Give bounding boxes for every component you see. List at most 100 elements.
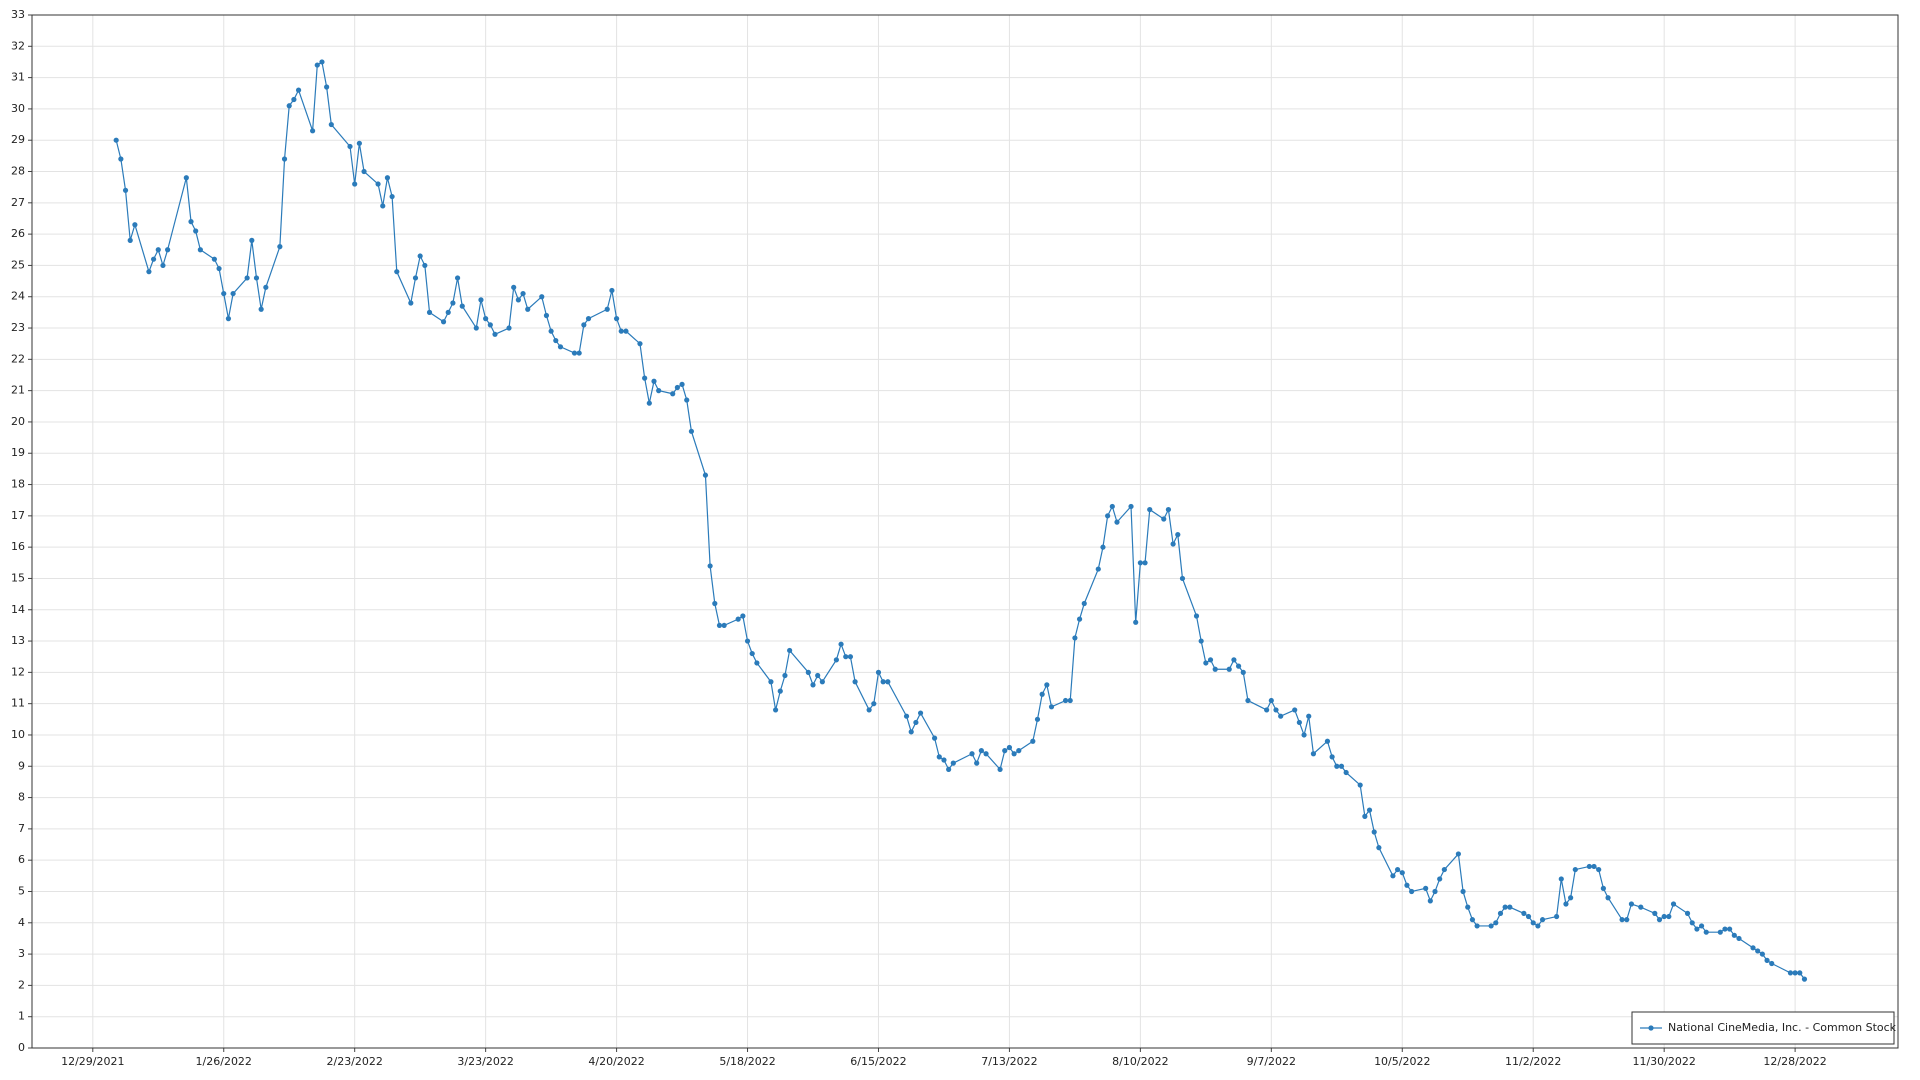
data-point bbox=[983, 751, 989, 757]
data-point bbox=[118, 156, 124, 162]
data-point bbox=[1698, 923, 1705, 929]
data-point bbox=[1399, 870, 1405, 876]
data-point bbox=[1493, 920, 1499, 926]
data-point bbox=[1147, 506, 1153, 513]
data-point bbox=[618, 328, 624, 334]
x-tick-label: 9/7/2022 bbox=[1247, 1055, 1296, 1068]
data-point bbox=[1694, 926, 1700, 932]
data-point bbox=[1507, 904, 1513, 910]
data-point bbox=[1212, 666, 1218, 672]
data-point bbox=[1076, 616, 1083, 622]
data-point bbox=[183, 175, 189, 181]
data-point bbox=[515, 297, 521, 303]
data-point bbox=[1343, 769, 1349, 776]
data-point bbox=[917, 710, 924, 716]
data-point bbox=[688, 428, 695, 434]
data-point bbox=[1264, 707, 1270, 713]
y-tick-label: 6 bbox=[18, 853, 25, 866]
data-point bbox=[1198, 638, 1204, 644]
y-tick-label: 20 bbox=[11, 415, 25, 428]
data-point bbox=[1455, 851, 1461, 857]
data-point bbox=[1437, 876, 1443, 882]
data-point bbox=[576, 350, 582, 356]
data-point bbox=[1764, 957, 1770, 963]
data-point bbox=[833, 657, 839, 663]
data-point bbox=[1394, 866, 1401, 873]
data-point bbox=[1044, 682, 1050, 688]
data-point bbox=[932, 735, 938, 741]
data-point bbox=[1142, 560, 1148, 566]
data-point bbox=[1432, 888, 1438, 895]
data-point bbox=[1656, 917, 1663, 923]
data-point bbox=[408, 300, 414, 306]
data-point bbox=[744, 638, 751, 644]
data-point bbox=[1750, 945, 1756, 951]
data-point bbox=[459, 303, 465, 309]
data-point bbox=[1469, 917, 1476, 923]
data-point bbox=[361, 168, 367, 175]
data-point bbox=[1474, 923, 1480, 929]
data-point bbox=[295, 87, 302, 93]
data-point bbox=[941, 757, 947, 763]
data-point bbox=[782, 672, 788, 679]
data-point bbox=[520, 290, 526, 297]
data-point bbox=[1292, 707, 1298, 713]
data-point bbox=[1030, 738, 1036, 744]
data-point bbox=[122, 187, 129, 193]
data-point bbox=[277, 244, 283, 250]
data-point bbox=[772, 707, 779, 713]
y-tick-label: 5 bbox=[18, 884, 25, 897]
data-point bbox=[754, 660, 760, 666]
data-point bbox=[1558, 876, 1564, 882]
data-point bbox=[165, 247, 171, 253]
data-point bbox=[249, 237, 255, 243]
data-point bbox=[225, 316, 232, 322]
data-point bbox=[375, 181, 381, 187]
data-point bbox=[735, 616, 741, 622]
data-point bbox=[1801, 976, 1808, 982]
data-point bbox=[417, 253, 423, 259]
x-tick-label: 10/5/2022 bbox=[1374, 1055, 1430, 1068]
data-point bbox=[1423, 885, 1429, 891]
data-point bbox=[1268, 697, 1274, 704]
data-point bbox=[1245, 697, 1251, 704]
data-point bbox=[1310, 751, 1317, 757]
data-point bbox=[777, 688, 783, 694]
data-point bbox=[852, 679, 858, 685]
data-point bbox=[1067, 697, 1073, 704]
data-point bbox=[347, 143, 353, 150]
y-tick-label: 3 bbox=[18, 947, 25, 960]
data-point bbox=[1235, 663, 1242, 669]
data-point bbox=[1203, 660, 1209, 666]
data-point bbox=[1002, 748, 1008, 754]
data-point bbox=[885, 679, 891, 685]
data-point bbox=[1366, 807, 1373, 813]
legend-box bbox=[1631, 1011, 1895, 1045]
data-point bbox=[740, 613, 746, 619]
data-point bbox=[445, 309, 451, 315]
data-point bbox=[1231, 657, 1237, 663]
data-point bbox=[1306, 713, 1312, 719]
data-point bbox=[1048, 704, 1055, 710]
data-point bbox=[1441, 866, 1447, 873]
data-point bbox=[281, 156, 288, 162]
data-point bbox=[319, 59, 325, 65]
data-point bbox=[286, 103, 292, 109]
data-point bbox=[1525, 913, 1532, 920]
data-point bbox=[1334, 763, 1340, 769]
data-point bbox=[1179, 575, 1186, 582]
data-point bbox=[1081, 600, 1087, 607]
data-point bbox=[1572, 866, 1578, 873]
data-point bbox=[936, 754, 942, 760]
data-point bbox=[1591, 863, 1597, 870]
data-point bbox=[1240, 669, 1246, 675]
data-point bbox=[1193, 613, 1200, 619]
data-point bbox=[1488, 923, 1494, 929]
y-tick-label: 21 bbox=[11, 384, 25, 397]
y-tick-label: 27 bbox=[11, 196, 25, 209]
data-point bbox=[1727, 926, 1733, 932]
data-point bbox=[314, 62, 320, 68]
data-point bbox=[1273, 707, 1279, 713]
data-point bbox=[1731, 932, 1737, 938]
